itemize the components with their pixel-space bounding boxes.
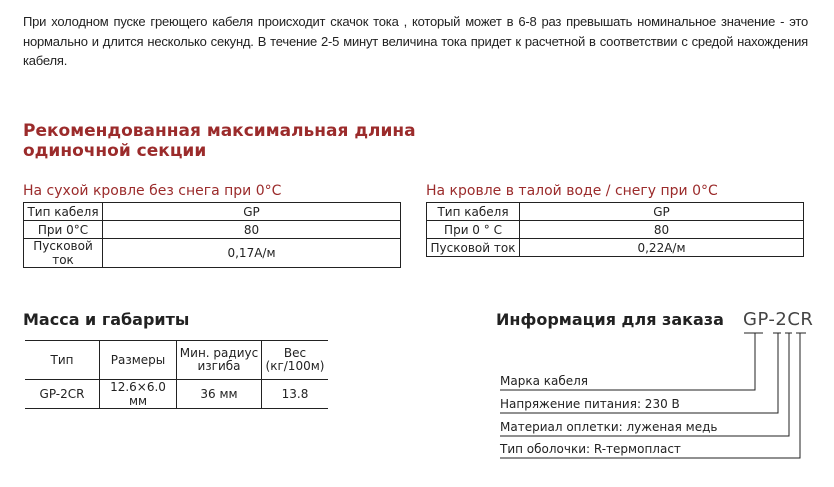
mass-table: Тип Размеры Мин. радиус изгиба Вес (кг/100м…	[25, 340, 328, 409]
wet-roof-title: На кровле в талой воде / снегу при 0°C	[426, 183, 718, 199]
cell: При 0 ° C	[426, 220, 520, 239]
order-code: GP-2CR	[743, 309, 814, 330]
order-item: Напряжение питания: 230 В	[500, 397, 680, 411]
intro-paragraph: При холодном пуске греющего кабеля проис…	[23, 14, 808, 68]
order-item: Материал оплетки: луженая медь	[500, 420, 718, 434]
cell: Пусковой ток	[23, 238, 103, 268]
header-cell: Размеры	[99, 340, 177, 380]
header-cell: Тип	[25, 340, 100, 380]
cell: 12.6×6.0 мм	[99, 379, 177, 409]
cell: 13.8	[261, 379, 328, 409]
cell: 0,22А/м	[519, 238, 804, 257]
section-title-line1: Рекомендованная максимальная длина	[23, 121, 416, 141]
dry-roof-table: Тип кабеля GP При 0°C 80 Пусковой ток 0,17А…	[23, 202, 401, 268]
dry-roof-title: На сухой кровле без снега при 0°C	[23, 183, 282, 199]
order-item: Марка кабеля	[500, 374, 589, 388]
section-title: Рекомендованная максимальная длина одиноч…	[23, 121, 416, 161]
cell: Пусковой ток	[426, 238, 520, 257]
header-cell: Вес (кг/100м)	[261, 340, 328, 380]
order-title: Информация для заказа	[496, 310, 724, 329]
cell: GP-2CR	[25, 379, 100, 409]
cell: Тип кабеля	[23, 202, 103, 221]
cell: 0,17А/м	[102, 238, 401, 268]
cell: 36 мм	[176, 379, 262, 409]
section-title-line2: одиночной секции	[23, 141, 207, 161]
mass-title: Масса и габариты	[23, 310, 190, 329]
header-cell: Мин. радиус изгиба	[176, 340, 262, 380]
order-item: Тип оболочки: R-термопласт	[500, 442, 681, 456]
wet-roof-table: Тип кабеля GP При 0 ° C 80 Пусковой ток 0,2…	[426, 202, 804, 257]
